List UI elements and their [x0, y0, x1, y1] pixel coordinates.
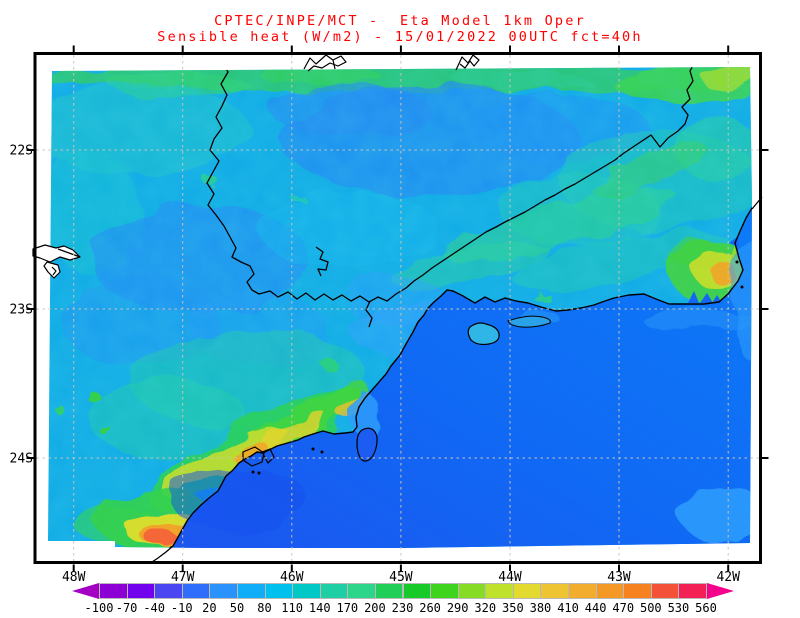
- colorbar-tick-label: 350: [502, 601, 524, 615]
- santos-hook-outline: [261, 448, 275, 464]
- chart-title-line2: Sensible heat (W/m2) - 15/01/2022 00UTC …: [157, 29, 643, 45]
- colorbar-tick-label: 410: [557, 601, 579, 615]
- colorbar-segment: [292, 583, 321, 599]
- x-tick-label-44w: 44W: [498, 570, 522, 585]
- colorbar-right-arrow: [707, 583, 734, 599]
- colorbar-segment: [540, 583, 570, 599]
- colorbar-segment: [402, 583, 432, 599]
- islet-dots: [251, 260, 744, 475]
- colorbar-tick-label: -10: [170, 601, 193, 615]
- colorbar-tick-label: 170: [336, 601, 359, 615]
- colorbar-segment: [319, 583, 349, 599]
- axis-ticks: [26, 45, 769, 571]
- lat-lon-gridlines: [36, 55, 759, 561]
- x-tick-label-45w: 45W: [389, 570, 413, 585]
- colorbar-tick-label: 560: [695, 601, 717, 615]
- colorbar-segment: [623, 583, 652, 599]
- left-margin-border-shape: [32, 244, 81, 279]
- colorbar-tick-label: -40: [143, 601, 166, 615]
- colorbar-segment: [264, 583, 294, 599]
- colorbar-tick-label: 290: [446, 601, 469, 615]
- colorbar-segment: [512, 583, 542, 599]
- model-field: [48, 67, 752, 548]
- colorbar-tick-label: 500: [639, 601, 662, 615]
- colorbar-segment: [595, 583, 625, 599]
- y-tick-label-24s: 24S: [10, 452, 33, 467]
- x-tick-label-46w: 46W: [280, 570, 304, 585]
- colorbar-tick-label: 440: [584, 601, 607, 615]
- x-tick-label-47w: 47W: [171, 570, 195, 585]
- colorbar-tick-label: -100: [84, 601, 114, 615]
- colorbar-segment: [374, 583, 404, 599]
- x-tick-label-48w: 48W: [62, 570, 86, 585]
- state-borders: [206, 67, 696, 328]
- colorbar-segment: [485, 583, 514, 599]
- colorbar-tick-label: 20: [202, 601, 217, 615]
- colorbar-segment: [568, 583, 597, 599]
- colorbar-tick-label: 110: [281, 601, 303, 615]
- colorbar-tick-label: -70: [115, 601, 138, 615]
- plot-frame: [33, 52, 762, 564]
- chart-title-line1: CPTEC/INPE/MCT - Eta Model 1km Oper: [214, 13, 586, 29]
- axis-labels: 22S 23S 24S 48W 47W 46W 45W 44W 43W 42W: [10, 144, 741, 586]
- colorbar-tick-label: 230: [391, 601, 414, 615]
- colorbar-segment: [99, 583, 128, 599]
- colorbar-tick-label: 200: [364, 601, 386, 615]
- colorbar-tick-label: 80: [257, 601, 272, 615]
- top-border-squiggles: [303, 54, 480, 72]
- colorbar-tick-label: 320: [474, 601, 497, 615]
- colorbar-segment: [678, 583, 707, 599]
- ocean: [168, 197, 752, 548]
- colorbar-tick-label: 380: [529, 601, 552, 615]
- marambaia-sandbar: [507, 315, 551, 328]
- colorbar-segment: [126, 583, 156, 599]
- colorbar-segment: [181, 583, 211, 599]
- colorbar-segment: [209, 583, 238, 599]
- colorbar-tick-label: 140: [308, 601, 331, 615]
- colorbar-segment: [154, 583, 183, 599]
- colorbar-segment: [430, 583, 459, 599]
- colorbar-tick-label: 260: [419, 601, 441, 615]
- ilhabela-island: [356, 427, 378, 462]
- y-tick-label-23s: 23S: [10, 303, 33, 318]
- colorbar-tick-label: 470: [612, 601, 635, 615]
- colorbar-segment: [347, 583, 376, 599]
- ilha-grande-island: [467, 322, 500, 346]
- colorbar-left-arrow: [72, 583, 99, 599]
- colorbar-segment: [457, 583, 487, 599]
- x-tick-label-42w: 42W: [716, 570, 740, 585]
- y-tick-label-22s: 22S: [10, 144, 33, 159]
- colorbar-tick-label: 50: [229, 601, 245, 615]
- x-tick-label-43w: 43W: [607, 570, 631, 585]
- colorbar-segment: [236, 583, 266, 599]
- colorbar-segment: [650, 583, 680, 599]
- colorbar-tick-label: 530: [667, 601, 690, 615]
- ocean-light-bands: [170, 240, 752, 543]
